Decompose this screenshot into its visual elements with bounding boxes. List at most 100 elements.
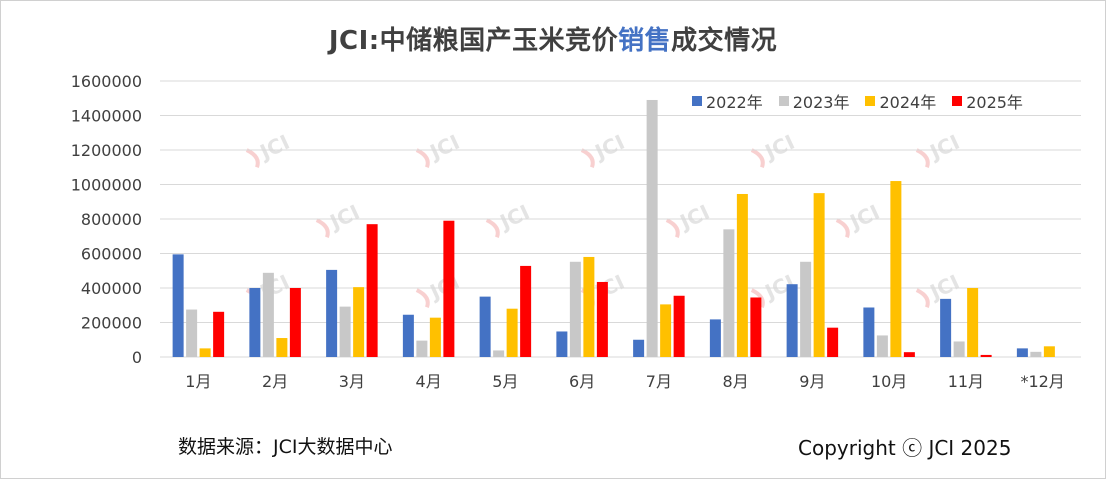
bar: [479, 296, 491, 357]
x-tick-label: 7月: [646, 372, 672, 391]
x-tick-label: 1月: [185, 372, 211, 391]
bar: [953, 341, 965, 357]
bar: [1016, 348, 1028, 357]
svg-text:JCI: JCI: [674, 200, 713, 235]
bar: [596, 281, 608, 357]
x-tick-label: 5月: [492, 372, 518, 391]
x-tick-label: 10月: [871, 372, 907, 391]
bar: [890, 181, 902, 357]
bar: [556, 331, 568, 357]
bar: [786, 284, 798, 357]
x-tick-label: 2月: [262, 372, 288, 391]
y-tick-label: 1600000: [71, 72, 142, 91]
x-tick-label: 3月: [339, 372, 365, 391]
bar: [646, 99, 658, 357]
x-tick-label: *12月: [1020, 372, 1064, 391]
y-tick-label: 1400000: [71, 107, 142, 126]
bar: [673, 295, 685, 357]
bar: [520, 265, 532, 357]
bar: [967, 288, 979, 357]
y-tick-label: 400000: [81, 279, 142, 298]
y-tick-label: 200000: [81, 314, 142, 333]
legend-swatch: [952, 96, 963, 106]
chart-title: JCI:中储粮国产玉米竞价销售成交情况: [0, 20, 1106, 57]
bar: [416, 340, 428, 357]
legend-swatch: [692, 96, 702, 106]
bar: [429, 317, 441, 357]
legend-item: 2022年: [692, 89, 763, 113]
svg-text:JCI: JCI: [589, 270, 628, 305]
bar: [813, 193, 825, 357]
x-tick-label: 9月: [799, 372, 825, 391]
legend-item: 2025年: [952, 89, 1023, 113]
y-tick-label: 1000000: [71, 176, 142, 195]
svg-text:JCI: JCI: [844, 200, 883, 235]
svg-text:JCI: JCI: [494, 200, 533, 235]
bar: [800, 261, 812, 357]
bar: [709, 319, 721, 357]
bar: [289, 288, 301, 357]
bar: [443, 220, 455, 357]
legend-swatch: [778, 96, 789, 106]
watermark: JCI: [415, 130, 463, 169]
watermark: JCI: [915, 130, 963, 169]
source-note: 数据来源：JCI大数据中心: [178, 436, 393, 458]
bar: [199, 348, 211, 357]
bar: [723, 229, 735, 357]
y-tick-label: 600000: [81, 245, 142, 264]
svg-text:JCI: JCI: [324, 200, 363, 235]
watermark: JCI: [415, 270, 463, 309]
bar: [940, 298, 952, 357]
bar: [262, 272, 274, 357]
legend-item: 2023年: [778, 89, 850, 113]
x-tick-label: 11月: [948, 372, 984, 391]
legend-item: 2024年: [865, 89, 936, 113]
bar: [750, 297, 762, 357]
watermark: JCI: [580, 130, 628, 169]
bar: [583, 256, 595, 357]
title-highlight: 销售: [618, 26, 672, 56]
svg-text:JCI: JCI: [759, 130, 798, 165]
legend-label: 2024年: [879, 93, 937, 112]
bar: [402, 314, 414, 357]
bar: [876, 335, 888, 357]
bar: [366, 224, 378, 357]
legend-label: 2025年: [966, 93, 1023, 112]
bar: [569, 261, 581, 357]
bar: [980, 354, 992, 357]
bar: [827, 327, 839, 357]
bar: [326, 269, 338, 357]
title-prefix: JCI:中储粮国产玉米竞价: [328, 26, 619, 56]
svg-text:JCI: JCI: [424, 130, 463, 165]
svg-text:JCI: JCI: [924, 130, 963, 165]
x-tick-label: 4月: [416, 372, 442, 391]
copyright-note: Copyright ⓒ JCI 2025: [798, 436, 1012, 460]
title-suffix: 成交情况: [671, 26, 778, 56]
bar: [186, 309, 198, 357]
watermark: JCI: [915, 270, 963, 309]
bar: [903, 352, 915, 357]
bar: [493, 350, 505, 357]
legend-label: 2023年: [792, 93, 850, 112]
bar: [506, 308, 518, 357]
x-tick-label: 6月: [569, 372, 595, 391]
bar: [736, 193, 748, 357]
bar: [660, 304, 672, 357]
legend-label: 2022年: [706, 93, 763, 112]
bar: [276, 338, 288, 357]
bar: [249, 288, 261, 357]
bar: [1030, 351, 1042, 357]
bar: [863, 307, 875, 357]
watermark: JCI: [750, 130, 798, 169]
bar: [633, 339, 645, 357]
bar: [172, 254, 184, 357]
chart-legend: 2022年 2023年 2024年 2025年: [692, 89, 1023, 113]
bar: [339, 306, 351, 357]
svg-text:JCI: JCI: [589, 130, 628, 165]
x-tick-label: 8月: [723, 372, 749, 391]
bar: [1043, 346, 1055, 357]
legend-swatch: [865, 96, 876, 106]
bar: [213, 311, 225, 357]
